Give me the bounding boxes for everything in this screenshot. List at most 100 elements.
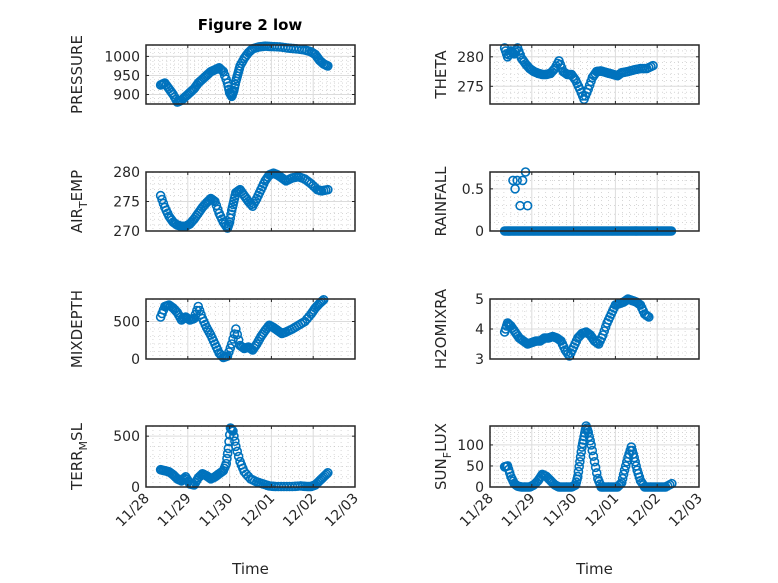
subplot-h2omixra: 3 4 5 H2OMIXRA	[432, 288, 700, 369]
data-point	[618, 469, 629, 480]
y-tick-label: 0	[475, 480, 484, 496]
data-point	[590, 462, 601, 473]
data-point	[217, 65, 227, 76]
data-point	[321, 469, 332, 479]
data-point	[522, 200, 533, 211]
y-tick-label: 900	[113, 87, 140, 103]
data-point	[233, 451, 244, 462]
data-point	[575, 452, 586, 462]
axes-background	[490, 172, 699, 231]
subplot-pressure: 900 950 1000 PRESSURE	[68, 35, 356, 114]
data-point	[317, 296, 328, 306]
y-tick-label: 1000	[104, 49, 140, 65]
subplot-air-temp: 270 275 280 AIRTEMP	[68, 165, 356, 240]
x-tick-label: 11/28	[113, 491, 153, 531]
axes-box	[145, 425, 356, 488]
subplot-terr-msl: 0 500 TERRMSL 11/28 11/29 11/30 12/01 12/02 12/0…	[68, 422, 362, 578]
data-point	[644, 312, 654, 322]
x-tick-label: 12/02	[624, 491, 664, 531]
data-point	[584, 431, 595, 442]
data-point	[222, 448, 233, 459]
y-tick-label: 950	[113, 68, 140, 84]
x-axis-label: Time	[575, 560, 613, 578]
data-point	[614, 480, 624, 491]
data-point	[323, 184, 333, 195]
y-axis-label: RAINFALL	[432, 166, 450, 237]
data-point	[642, 311, 653, 321]
data-point	[586, 440, 596, 450]
data-point	[573, 466, 584, 477]
data-point	[620, 461, 631, 471]
y-tick-label: 0	[131, 480, 140, 496]
data-point	[615, 479, 626, 489]
y-tick-label: 270	[113, 224, 140, 240]
data-point	[228, 426, 238, 436]
y-tick-label: 275	[113, 195, 140, 211]
data-point	[508, 175, 518, 186]
subplot-mixdepth: 0 500 MIXDEPTH	[68, 290, 356, 368]
y-axis-label: THETA	[432, 50, 450, 100]
x-tick-label: 11/29	[155, 491, 195, 531]
y-tick-label: 5	[475, 292, 484, 308]
x-tick-label: 11/29	[499, 491, 539, 531]
data-point	[231, 441, 241, 452]
y-axis-label: H2OMIXRA	[432, 288, 450, 369]
y-tick-label: 0	[475, 224, 484, 240]
y-tick-label: 500	[113, 429, 140, 445]
data-point	[648, 60, 658, 71]
y-tick-label: 0	[131, 352, 140, 368]
data-point	[178, 474, 188, 485]
x-tick-label: 11/30	[197, 491, 237, 531]
data-point	[323, 467, 333, 478]
data-point	[510, 184, 520, 194]
y-tick-label: 280	[457, 50, 484, 66]
x-tick-label: 11/28	[457, 491, 497, 531]
subplot-rainfall: 0 0.5 RAINFALL	[432, 166, 700, 240]
data-point	[575, 456, 585, 467]
data-point	[588, 451, 599, 461]
data-point	[512, 175, 522, 186]
data-point	[569, 73, 580, 84]
y-tick-label: 0.5	[462, 182, 484, 198]
y-axis-label: SUNFLUX	[432, 423, 454, 490]
y-tick-label: 3	[475, 352, 484, 368]
data-point	[231, 324, 241, 334]
data-point	[572, 471, 583, 482]
x-tick-label: 12/03	[322, 491, 362, 531]
data-point	[222, 453, 232, 464]
data-point	[630, 456, 640, 467]
x-tick-label: 11/30	[541, 491, 581, 531]
data-point	[591, 468, 602, 478]
y-tick-label: 100	[457, 438, 484, 454]
x-tick-label: 12/03	[666, 491, 706, 531]
axes-box	[145, 44, 356, 105]
data-point	[232, 329, 243, 340]
x-axis-label: Time	[231, 560, 269, 578]
data-point	[224, 436, 234, 447]
data-point	[226, 209, 236, 220]
data-point	[587, 445, 598, 456]
y-axis-label: AIRTEMP	[68, 170, 90, 233]
y-axis-label: PRESSURE	[68, 35, 86, 114]
data-point	[517, 175, 528, 186]
y-tick-label: 500	[113, 315, 140, 331]
data-point	[617, 473, 628, 484]
data-point	[323, 61, 333, 71]
data-point	[229, 431, 239, 441]
x-tick-label: 12/01	[582, 491, 622, 531]
data-point	[629, 452, 640, 463]
axes-box	[145, 298, 356, 360]
subplot-theta: 275 280 THETA	[432, 43, 700, 105]
data-point	[574, 461, 584, 472]
data-point	[232, 446, 243, 457]
x-tick-label: 12/02	[280, 491, 320, 531]
y-tick-label: 4	[475, 322, 484, 338]
y-axis-label: TERRMSL	[68, 422, 90, 491]
data-point	[619, 465, 630, 475]
data-point	[320, 470, 330, 481]
data-point	[230, 436, 240, 447]
x-tick-label: 12/01	[238, 491, 278, 531]
figure-title: Figure 2 low	[198, 16, 303, 34]
data-point	[221, 458, 232, 469]
